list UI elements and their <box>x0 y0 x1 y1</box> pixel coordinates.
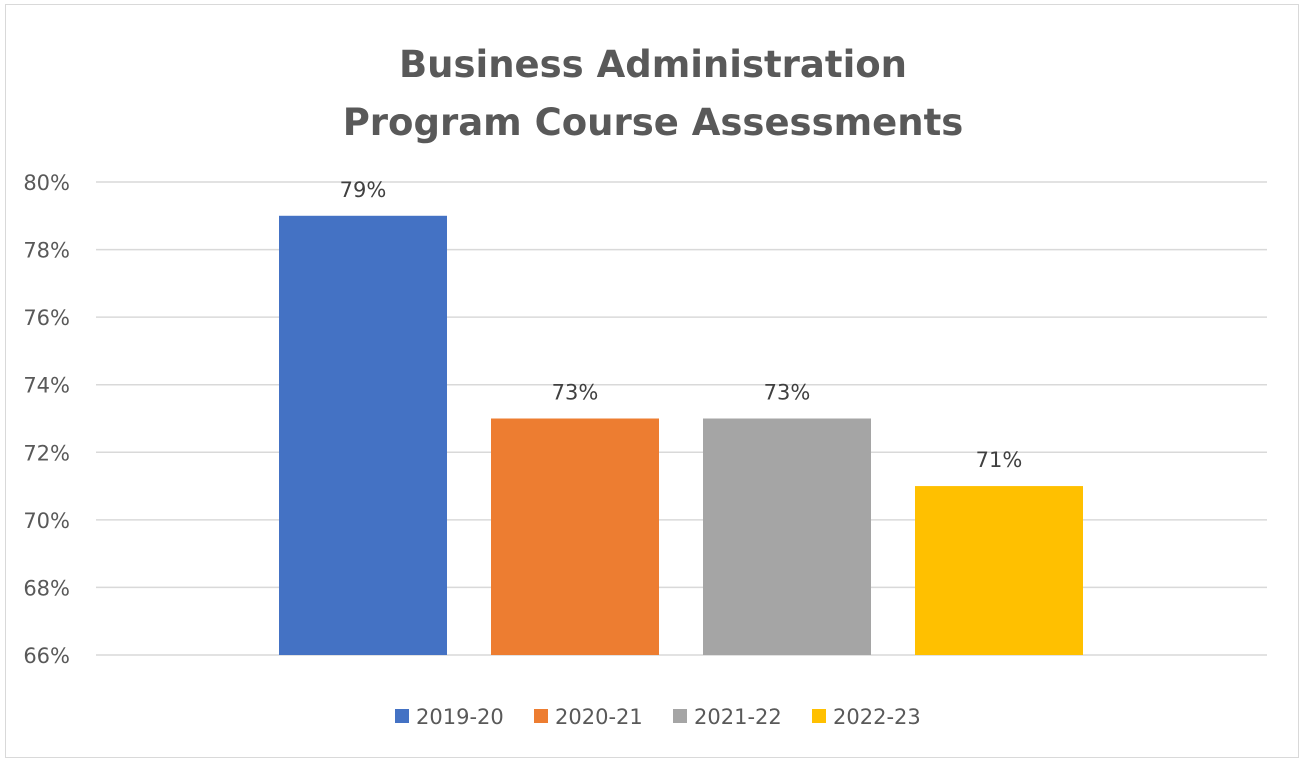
data-label: 73% <box>552 381 599 405</box>
chart-title-line-1: Business Administration <box>398 43 908 86</box>
legend-swatch <box>673 709 687 723</box>
y-tick-label: 70% <box>23 509 70 533</box>
legend-label: 2019-20 <box>416 705 504 729</box>
legend-label: 2021-22 <box>694 705 782 729</box>
legend: 2019-20 2020-21 2021-22 2022-23 <box>395 705 921 729</box>
chart-title-line-2: Program Course Assessments <box>342 101 964 144</box>
gridlines <box>96 181 1267 656</box>
bar-2019-20 <box>279 215 447 656</box>
data-labels: 79% 73% 73% 71% <box>340 178 1023 472</box>
y-tick-label: 74% <box>23 374 70 398</box>
data-label: 71% <box>976 448 1023 472</box>
data-label: 73% <box>764 381 811 405</box>
legend-swatch <box>395 709 409 723</box>
legend-label: 2020-21 <box>555 705 643 729</box>
y-tick-label: 68% <box>23 576 70 600</box>
y-tick-label: 72% <box>23 441 70 465</box>
chart-title: Business Administration Program Course A… <box>0 36 1306 152</box>
legend-label: 2022-23 <box>833 705 921 729</box>
legend-swatch <box>534 709 548 723</box>
y-tick-label: 76% <box>23 306 70 330</box>
bar-2022-23 <box>915 486 1083 655</box>
bars <box>279 215 1083 656</box>
data-label: 79% <box>340 178 387 202</box>
legend-swatch <box>812 709 826 723</box>
bar-2020-21 <box>491 418 659 655</box>
y-tick-label: 78% <box>23 239 70 263</box>
bar-2021-22 <box>703 418 871 655</box>
y-axis-ticks: 66% 68% 70% 72% 74% 76% 78% 80% <box>23 171 70 668</box>
y-tick-label: 80% <box>23 171 70 195</box>
y-tick-label: 66% <box>23 644 70 668</box>
